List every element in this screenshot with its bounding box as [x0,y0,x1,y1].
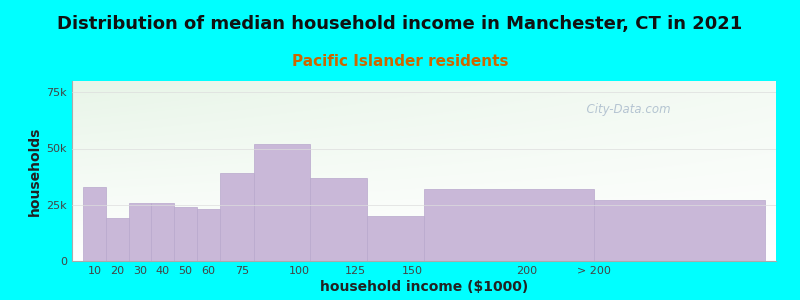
X-axis label: household income ($1000): household income ($1000) [320,280,528,294]
Bar [220,173,254,261]
Bar [254,144,310,261]
Y-axis label: households: households [28,126,42,216]
Bar [83,187,106,261]
Bar [151,202,174,261]
Text: Pacific Islander residents: Pacific Islander residents [292,54,508,69]
Text: City-Data.com: City-Data.com [579,103,670,116]
Bar [594,200,765,261]
Bar [424,189,594,261]
Bar [310,178,367,261]
Bar [197,209,220,261]
Bar [367,216,424,261]
Text: Distribution of median household income in Manchester, CT in 2021: Distribution of median household income … [58,15,742,33]
Bar [106,218,129,261]
Bar [129,202,151,261]
Bar [174,207,197,261]
